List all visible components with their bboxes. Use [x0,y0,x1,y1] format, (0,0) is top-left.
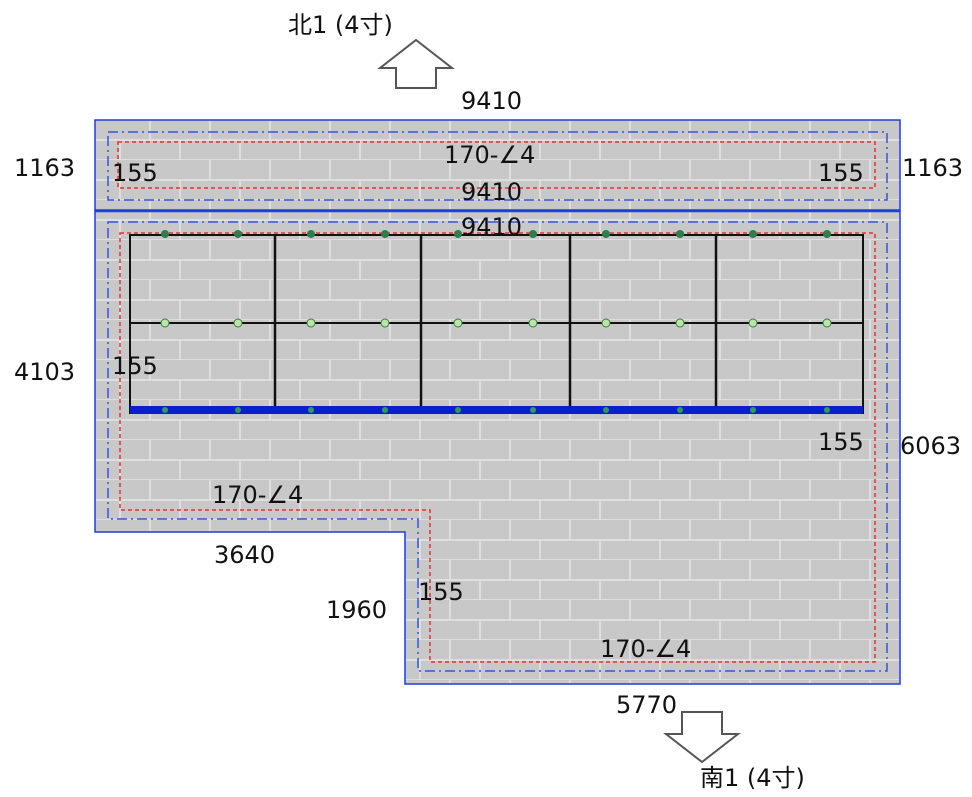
mounting-point [748,318,758,328]
mounting-point [823,230,831,238]
annotation-main-left-margin: 155 [112,352,158,380]
annotation-top-left-margin: 155 [112,159,158,187]
mounting-point [382,407,388,413]
mounting-point [233,318,243,328]
dimension-top-right-height: 1163 [902,154,964,182]
arrow-down-outline-icon [663,711,741,764]
mounting-point [308,407,314,413]
arrow-up-outline-icon [377,38,455,89]
mounting-point [306,318,316,328]
south-direction-label: 南1 (4寸) [700,764,805,792]
dimension-top-left-height: 1163 [14,154,76,182]
mounting-points-bottom [162,407,830,413]
mounting-points-middle [160,318,832,328]
mounting-point [381,230,389,238]
south-roof-surface [94,210,901,685]
mounting-point [750,407,756,413]
north-roof-eave-line [117,141,876,189]
annotation-notch-margin: 155 [418,578,464,606]
mounting-point [161,230,169,238]
annotation-bottom-spec: 170-∠4 [600,635,692,663]
mounting-point [235,407,241,413]
annotation-left-spec: 170-∠4 [212,481,304,509]
mounting-point [307,230,315,238]
mounting-point [603,407,609,413]
mounting-point [380,318,390,328]
dimension-bottom-width: 5770 [616,691,678,719]
annotation-top-spec: 170-∠4 [444,141,536,169]
mounting-point [824,407,830,413]
mounting-point [749,230,757,238]
north-direction-label: 北1 (4寸) [288,11,393,39]
mounting-point [822,318,832,328]
north-roof-dashdot-line [107,131,888,201]
panel-bottom-rail [130,406,863,414]
mounting-point [453,318,463,328]
dimension-top-width: 9410 [461,87,523,115]
mounting-point [528,318,538,328]
dimension-notch-height: 1960 [326,596,388,624]
mounting-point [160,318,170,328]
dimension-right-height: 6063 [900,432,962,460]
mounting-point [162,407,168,413]
dimension-panel-width: 9410 [461,213,523,241]
dimension-notch-width: 3640 [214,541,276,569]
dimension-top-inner-width: 9410 [461,178,523,206]
mounting-point [676,230,684,238]
mounting-points-top [161,230,831,238]
annotation-main-right-margin: 155 [818,428,864,456]
annotation-top-right-margin: 155 [818,159,864,187]
mounting-point [602,230,610,238]
mounting-point [529,230,537,238]
mounting-point [601,318,611,328]
mounting-point [234,230,242,238]
mounting-point [675,318,685,328]
mounting-point [530,407,536,413]
mounting-point [677,407,683,413]
dimension-left-height: 4103 [14,358,76,386]
mounting-point [454,230,462,238]
mounting-point [455,407,461,413]
north-roof-surface [94,119,901,211]
